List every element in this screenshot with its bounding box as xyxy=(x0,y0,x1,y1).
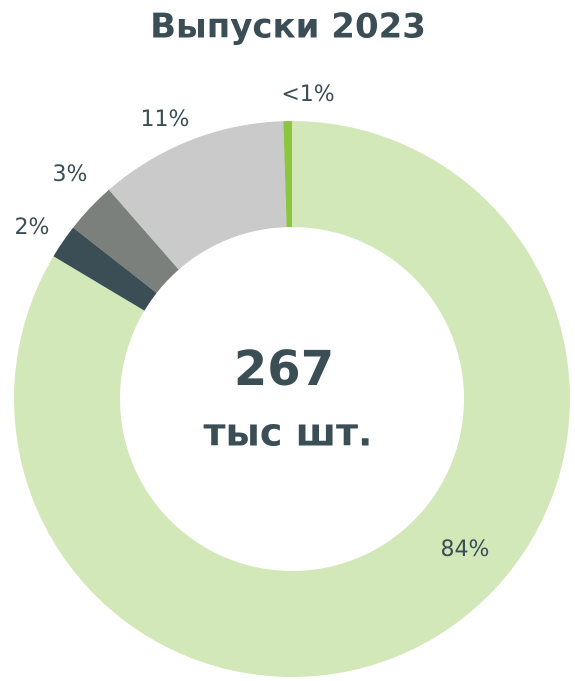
total-unit: тыс шт. xyxy=(204,411,373,455)
donut-segment xyxy=(53,227,157,311)
data-label: 84% xyxy=(441,537,490,562)
data-label: 11% xyxy=(141,107,190,132)
donut-segment xyxy=(108,121,287,270)
data-label: 2% xyxy=(15,215,50,240)
data-label: 3% xyxy=(53,162,88,187)
data-label: <1% xyxy=(281,82,334,107)
chart-title: Выпуски 2023 xyxy=(150,7,426,47)
donut-segment xyxy=(283,121,292,228)
donut xyxy=(13,121,570,677)
donut-segment xyxy=(13,121,570,677)
total-value: 267 xyxy=(234,341,334,397)
donut-segment xyxy=(73,189,179,293)
